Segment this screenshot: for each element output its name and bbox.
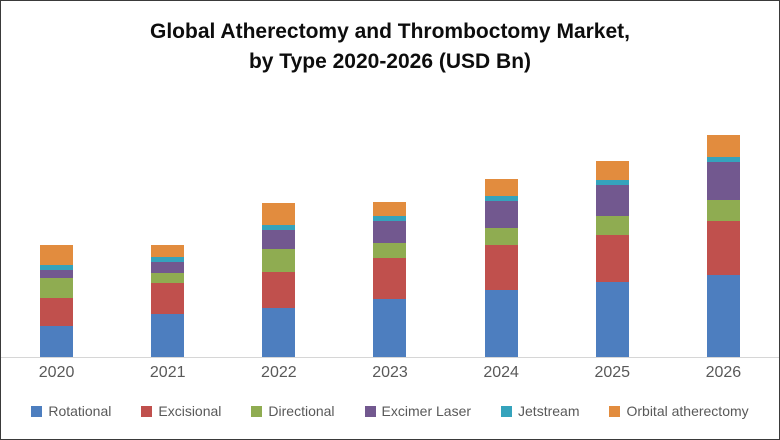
bar-segment-excisional: [40, 298, 74, 326]
bar-segment-excisional: [595, 235, 629, 282]
bar-segment-rotational: [262, 308, 296, 357]
bar-segment-directional: [151, 273, 185, 283]
bar-segment-jetstream: [40, 265, 74, 270]
x-axis-label-2020: 2020: [38, 364, 75, 381]
bar-segment-orbital-atherectomy: [151, 245, 185, 257]
plot-area: [1, 122, 779, 357]
legend-swatch-icon: [251, 405, 263, 417]
legend-item-excimer-laser: Excimer Laser: [364, 403, 472, 419]
bar-segment-orbital-atherectomy: [706, 135, 740, 157]
bar-segment-rotational: [373, 299, 407, 357]
stacked-bar-2022: [262, 203, 296, 357]
bar-segment-jetstream: [706, 157, 740, 162]
x-axis-line: [1, 357, 779, 358]
legend-label: Orbital atherectomy: [626, 403, 749, 419]
bar-segment-orbital-atherectomy: [373, 202, 407, 216]
stacked-bar-2023: [373, 202, 407, 357]
stacked-bar-2020: [40, 245, 74, 357]
bars-row: [1, 122, 779, 357]
bar-segment-excisional: [373, 258, 407, 299]
stacked-bar-2024: [484, 179, 518, 357]
stacked-bar-2021: [151, 245, 185, 357]
legend-swatch-icon: [364, 405, 376, 417]
legend-label: Directional: [268, 403, 335, 419]
x-axis-label-2022: 2022: [261, 364, 297, 381]
chart-title-line2: by Type 2020-2026 (USD Bn): [248, 50, 532, 73]
bar-segment-jetstream: [484, 196, 518, 201]
bar-segment-excimer-laser: [262, 230, 296, 249]
bar-segment-orbital-atherectomy: [40, 245, 74, 265]
bar-segment-excisional: [151, 283, 185, 314]
bar-slot-2021: [112, 122, 223, 357]
bar-segment-jetstream: [151, 257, 185, 262]
bar-segment-rotational: [595, 282, 629, 357]
bar-segment-rotational: [40, 326, 74, 357]
bar-segment-directional: [262, 249, 296, 272]
x-axis-labels: 2020 2021 2022 2023 2024 2025 2026: [1, 364, 779, 382]
legend-item-jetstream: Jetstream: [501, 403, 579, 419]
stacked-bar-2025: [595, 161, 629, 357]
legend: Rotational Excisional Directional Excimer L…: [1, 403, 779, 419]
bar-slot-2020: [1, 122, 112, 357]
x-axis-label-2021: 2021: [149, 364, 186, 381]
bar-segment-excimer-laser: [151, 262, 185, 273]
legend-label: Excimer Laser: [381, 403, 472, 419]
chart-title-line1: Global Atherectomy and Thromboctomy Mark…: [150, 20, 630, 43]
bar-segment-orbital-atherectomy: [262, 203, 296, 225]
x-axis-label-2025: 2025: [594, 364, 631, 381]
legend-item-excisional: Excisional: [141, 403, 221, 419]
legend-swatch-icon: [141, 405, 153, 417]
legend-swatch-icon: [31, 405, 43, 417]
x-axis-label-2026: 2026: [705, 364, 742, 381]
bar-segment-jetstream: [262, 225, 296, 230]
bar-segment-directional: [706, 200, 740, 221]
stacked-bar-2026: [706, 135, 740, 357]
bar-segment-directional: [373, 243, 407, 258]
bar-segment-jetstream: [595, 180, 629, 185]
legend-label: Excisional: [158, 403, 222, 419]
bar-segment-rotational: [151, 314, 185, 357]
bar-slot-2023: [334, 122, 445, 357]
bar-slot-2026: [668, 122, 779, 357]
bar-segment-excimer-laser: [595, 185, 629, 216]
bar-segment-excisional: [262, 272, 296, 308]
bar-slot-2025: [557, 122, 668, 357]
chart-title: Global Atherectomy and Thromboctomy Mark…: [1, 17, 779, 77]
legend-item-orbital-atherectomy: Orbital atherectomy: [609, 403, 749, 419]
bar-slot-2022: [223, 122, 334, 357]
legend-item-directional: Directional: [251, 403, 335, 419]
bar-segment-excimer-laser: [373, 221, 407, 243]
bar-segment-excimer-laser: [40, 270, 74, 278]
legend-label: Jetstream: [518, 403, 580, 419]
bar-segment-rotational: [484, 290, 518, 357]
bar-segment-excimer-laser: [484, 201, 518, 228]
bar-segment-jetstream: [373, 216, 407, 221]
bar-segment-rotational: [706, 275, 740, 357]
legend-swatch-icon: [501, 405, 513, 417]
bar-segment-directional: [40, 278, 74, 298]
bar-segment-orbital-atherectomy: [484, 179, 518, 196]
bar-segment-excisional: [706, 221, 740, 275]
legend-label: Rotational: [48, 403, 112, 419]
bar-segment-excisional: [484, 245, 518, 290]
bar-segment-directional: [595, 216, 629, 235]
legend-swatch-icon: [609, 405, 621, 417]
legend-item-rotational: Rotational: [31, 403, 111, 419]
x-axis-label-2023: 2023: [372, 364, 408, 381]
bar-segment-excimer-laser: [706, 162, 740, 200]
bar-slot-2024: [446, 122, 557, 357]
bar-segment-directional: [484, 228, 518, 245]
bar-segment-orbital-atherectomy: [595, 161, 629, 180]
x-axis-label-2024: 2024: [483, 364, 519, 381]
